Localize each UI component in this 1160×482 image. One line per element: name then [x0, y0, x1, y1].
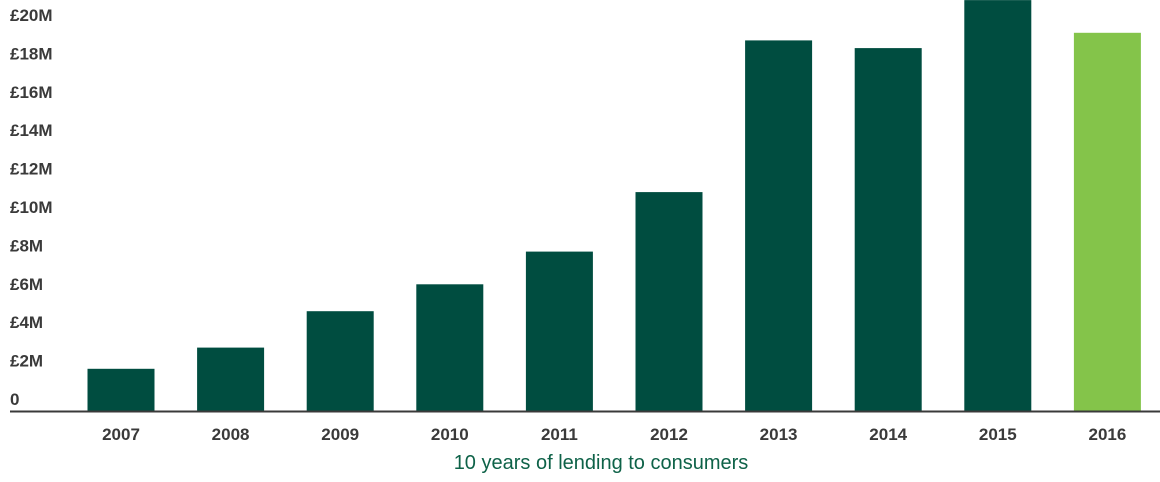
bar-2012 — [635, 192, 703, 411]
y-tick-label: £8M — [10, 236, 43, 255]
y-tick-label: £18M — [10, 44, 53, 63]
bar-2008 — [197, 347, 265, 411]
y-tick-label: £14M — [10, 121, 53, 140]
x-tick-label-2009: 2009 — [321, 425, 359, 444]
bar-2015 — [964, 0, 1032, 411]
x-axis-label-row: 10 years of lending to consumers — [0, 452, 1160, 475]
x-tick-label-2007: 2007 — [102, 425, 140, 444]
bar-2007 — [87, 368, 155, 411]
bar-chart: 0 £2M £4M £6M £8M £10M £12M £14M £16M £18M £20M 20… — [10, 0, 1160, 444]
x-tick-label-2014: 2014 — [869, 425, 907, 444]
y-tick-label: £4M — [10, 313, 43, 332]
bar-2013 — [745, 40, 813, 412]
bar-2014 — [854, 48, 922, 411]
bars — [87, 0, 1141, 412]
bar-2016 — [1073, 32, 1141, 412]
bar-2009 — [306, 311, 374, 411]
x-tick-label-2013: 2013 — [760, 425, 798, 444]
x-tick-label-2016: 2016 — [1088, 425, 1126, 444]
y-tick-label: 0 — [10, 390, 19, 409]
x-tick-label-2011: 2011 — [541, 425, 578, 444]
bar-2010 — [416, 284, 484, 411]
x-axis-label: 10 years of lending to consumers — [453, 452, 749, 474]
bar-2011 — [525, 251, 593, 411]
y-tick-label: £20M — [10, 6, 53, 25]
y-tick-label: £2M — [10, 352, 43, 371]
y-tick-label: £6M — [10, 275, 43, 294]
y-axis-ticks: 0 £2M £4M £6M £8M £10M £12M £14M £16M £18M £20M — [10, 6, 53, 409]
y-tick-label: £12M — [10, 160, 53, 179]
x-tick-label-2008: 2008 — [212, 425, 250, 444]
y-tick-label: £10M — [10, 198, 53, 217]
x-tick-label-2012: 2012 — [650, 425, 688, 444]
y-tick-label: £16M — [10, 83, 53, 102]
x-tick-label-2010: 2010 — [431, 425, 469, 444]
x-axis-ticks: 2007 2008 2009 2010 2011 2012 2013 2014 2015 2016 — [102, 425, 1126, 444]
x-tick-label-2015: 2015 — [979, 425, 1017, 444]
